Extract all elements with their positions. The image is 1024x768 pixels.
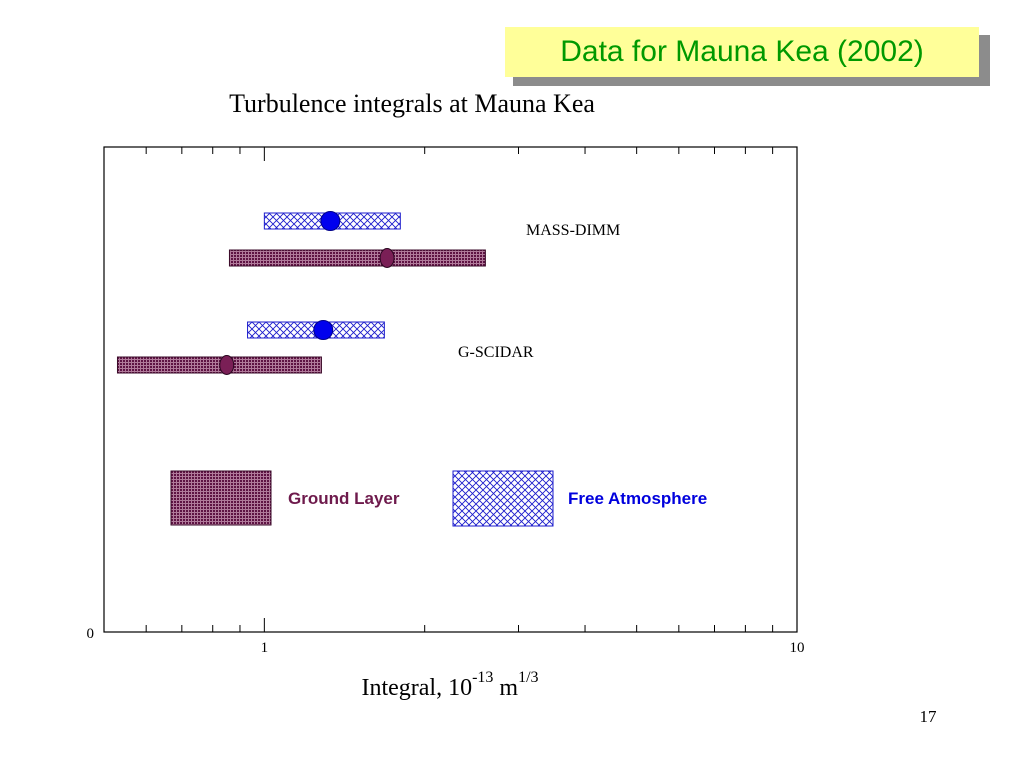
ground-layer-range-bar [228,249,486,267]
ground-layer-marker [379,248,395,268]
free-atmosphere-marker [313,320,334,340]
group-labels: MASS-DIMM G-SCIDAR [458,222,620,361]
y-tick-label: 0 [87,626,95,642]
group-label: MASS-DIMM [526,222,620,239]
x-axis-label-unit-exponent: 1/3 [518,669,538,686]
x-axis-label: Integral, 10-13 m1/3 [361,669,538,701]
page-number: 17 [919,707,937,726]
chart-title: Turbulence integrals at Mauna Kea [229,89,595,118]
axis-ticks [103,147,798,632]
legend-label-free-atmosphere: Free Atmosphere [568,489,707,508]
ground-layer-marker [219,355,235,375]
x-axis-label-unit: m [493,675,518,701]
group-label: G-SCIDAR [458,344,534,361]
legend-swatch-free-atmosphere [452,470,554,527]
x-tick-label: 1 [261,640,269,656]
legend-swatch-ground-layer [170,470,272,526]
free-atmosphere-marker [320,211,341,231]
legend: Ground Layer Free Atmosphere [170,470,707,527]
x-tick-label: 10 [790,640,805,656]
range-bars [116,211,486,375]
tick-labels: 1 10 0 [87,626,805,656]
plot-frame [103,146,798,633]
slide-title: Data for Mauna Kea (2002) [505,27,979,77]
x-axis-label-exponent: -13 [472,669,493,686]
legend-label-ground-layer: Ground Layer [288,489,400,508]
x-axis-label-base: Integral, 10 [361,675,472,701]
